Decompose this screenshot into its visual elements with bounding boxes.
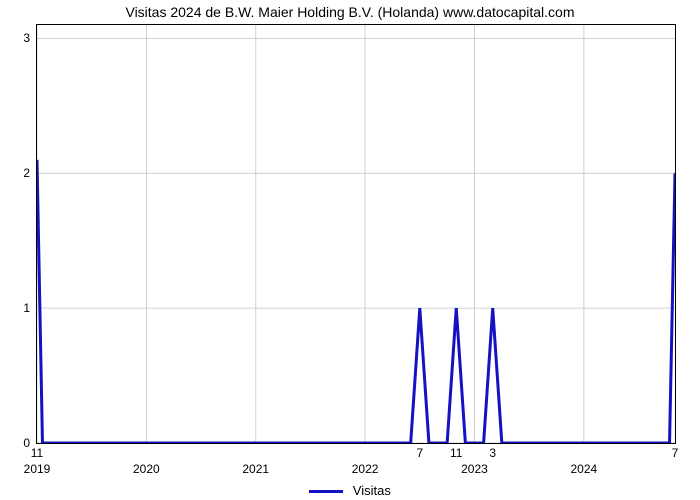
legend-swatch bbox=[309, 490, 343, 493]
legend: Visitas bbox=[0, 483, 700, 498]
chart-title: Visitas 2024 de B.W. Maier Holding B.V. … bbox=[0, 4, 700, 20]
plot-svg bbox=[37, 25, 675, 443]
y-tick-label: 2 bbox=[23, 166, 30, 180]
x-point-label: 11 bbox=[450, 446, 462, 460]
x-major-label: 2019 bbox=[24, 462, 51, 476]
x-major-label: 2024 bbox=[570, 462, 597, 476]
x-major-label: 2021 bbox=[242, 462, 269, 476]
chart-container: Visitas 2024 de B.W. Maier Holding B.V. … bbox=[0, 0, 700, 500]
x-point-label: 7 bbox=[672, 446, 679, 460]
x-point-label: 11 bbox=[31, 446, 43, 460]
y-tick-label: 3 bbox=[23, 31, 30, 45]
x-major-label: 2022 bbox=[352, 462, 379, 476]
y-tick-label: 0 bbox=[23, 436, 30, 450]
y-tick-label: 1 bbox=[23, 301, 30, 315]
legend-label: Visitas bbox=[353, 483, 391, 498]
x-major-label: 2020 bbox=[133, 462, 160, 476]
x-point-label: 7 bbox=[416, 446, 423, 460]
x-point-label: 3 bbox=[489, 446, 496, 460]
plot-area bbox=[36, 24, 676, 444]
x-major-label: 2023 bbox=[461, 462, 488, 476]
